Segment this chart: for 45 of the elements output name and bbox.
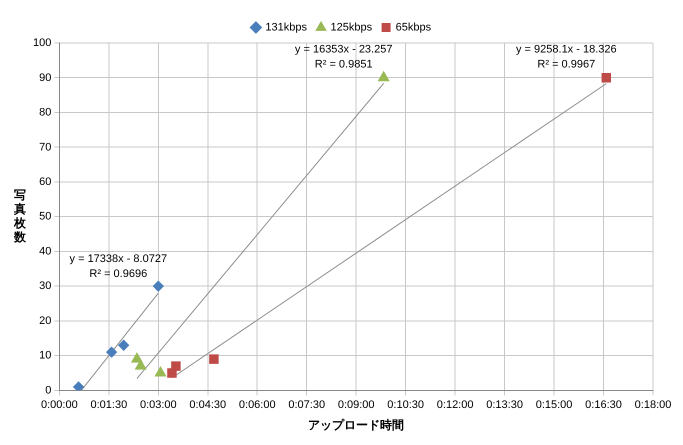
x-tick-label: 0:00:00 (41, 399, 78, 412)
point (154, 366, 166, 377)
y-tick-label: 60 (39, 176, 52, 188)
point (118, 340, 130, 351)
annotation: y = 16353x - 23.257 (294, 43, 392, 56)
legend-label: 125kbps (330, 22, 373, 34)
point (209, 354, 219, 364)
x-tick-label: 0:06:00 (238, 399, 276, 412)
y-tick-label: 0 (45, 384, 52, 396)
x-tick-label: 0:16:30 (585, 399, 622, 412)
x-tick-label: 0:10:30 (387, 399, 424, 412)
y-tick-label: 90 (39, 72, 52, 84)
y-tick-label: 80 (39, 106, 52, 119)
x-tick-label: 0:04:30 (189, 399, 226, 412)
point (73, 381, 84, 390)
annotation: y = 9258.1x - 18.326 (516, 44, 617, 56)
x-tick-label: 0:07:30 (288, 399, 326, 412)
x-axis-title: アップロード時間 (308, 418, 404, 432)
point (171, 361, 181, 371)
annotation: R² = 0.9851 (314, 58, 373, 70)
x-tick-label: 0:09:00 (338, 399, 375, 412)
y-tick-label: 20 (39, 314, 52, 327)
legend-label: 65kbps (396, 22, 432, 34)
y-axis-title: 写真枚数 (13, 188, 27, 244)
x-tick-label: 0:13:30 (486, 399, 523, 412)
x-tick-label: 0:18:00 (634, 399, 672, 412)
x-tick-label: 0:15:00 (536, 399, 572, 412)
point (378, 71, 390, 82)
y-tick-label: 100 (32, 37, 52, 50)
x-tick-label: 0:03:00 (140, 399, 177, 412)
x-tick-label: 0:12:00 (436, 399, 474, 412)
point (134, 360, 146, 370)
annotation: R² = 0.9967 (537, 58, 596, 71)
y-tick-label: 50 (39, 210, 52, 223)
point (106, 346, 118, 358)
legend-label: 131kbps (265, 22, 308, 34)
point (152, 280, 164, 292)
y-tick-label: 30 (39, 280, 52, 292)
y-tick-label: 10 (39, 350, 52, 362)
point (602, 73, 612, 82)
y-tick-label: 40 (39, 245, 52, 258)
y-tick-label: 70 (39, 141, 52, 154)
x-tick-label: 0:01:30 (90, 399, 128, 412)
annotation: R² = 0.9696 (89, 268, 148, 280)
annotation: y = 17338x - 8.0727 (70, 253, 168, 266)
